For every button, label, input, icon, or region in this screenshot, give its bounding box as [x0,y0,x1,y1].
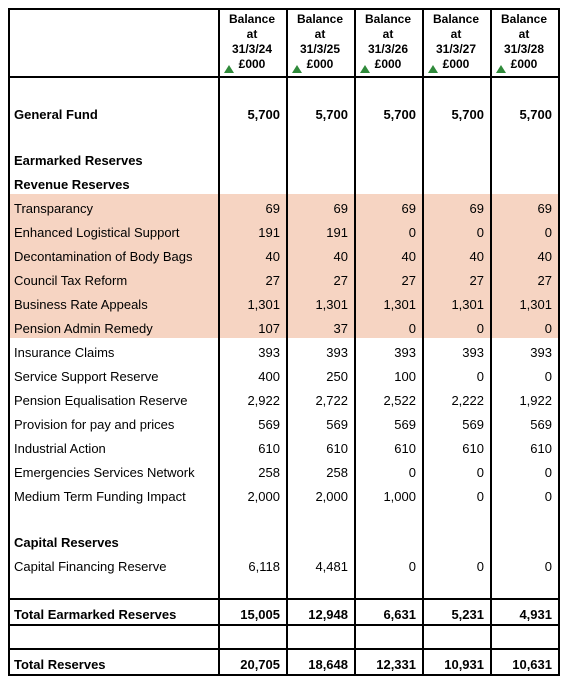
table-row: Pension Equalisation Reserve 2,922 2,722… [9,386,559,410]
table-row: Enhanced Logistical Support 191 191 0 0 … [9,218,559,242]
row-total-reserves: Total Reserves 20,705 18,648 12,331 10,9… [9,649,559,675]
label-general-fund: General Fund [9,100,219,124]
header-blank [9,9,219,77]
section-revenue: Revenue Reserves [9,170,559,194]
col-header-1: Balance at 31/3/25 £000 [287,9,355,77]
table-row: Medium Term Funding Impact 2,000 2,000 1… [9,482,559,506]
col-header-3: Balance at 31/3/27 £000 [423,9,491,77]
row-general-fund: General Fund 5,700 5,700 5,700 5,700 5,7… [9,100,559,124]
table-row: Emergencies Services Network 258 258 0 0… [9,458,559,482]
table-row: Pension Admin Remedy 107 37 0 0 0 [9,314,559,338]
table-row: Council Tax Reform 27 27 27 27 27 [9,266,559,290]
reserves-table: Balance at 31/3/24 £000 Balance at 31/3/… [8,8,560,676]
table-row: Business Rate Appeals 1,301 1,301 1,301 … [9,290,559,314]
col-header-4: Balance at 31/3/28 £000 [491,9,559,77]
section-capital: Capital Reserves [9,528,559,552]
table-row: Service Support Reserve 400 250 100 0 0 [9,362,559,386]
row-capital-financing: Capital Financing Reserve 6,118 4,481 0 … [9,552,559,576]
marker-icon [496,65,506,73]
marker-icon [224,65,234,73]
marker-icon [292,65,302,73]
table-row: Insurance Claims 393 393 393 393 393 [9,338,559,362]
marker-icon [360,65,370,73]
table-row: Industrial Action 610 610 610 610 610 [9,434,559,458]
row-total-earmarked: Total Earmarked Reserves 15,005 12,948 6… [9,599,559,625]
col-header-2: Balance at 31/3/26 £000 [355,9,423,77]
table-row: Decontamination of Body Bags 40 40 40 40… [9,242,559,266]
marker-icon [428,65,438,73]
col-header-0: Balance at 31/3/24 £000 [219,9,287,77]
table-row: Transparancy 69 69 69 69 69 [9,194,559,218]
section-earmarked: Earmarked Reserves [9,146,559,170]
table-row: Provision for pay and prices 569 569 569… [9,410,559,434]
